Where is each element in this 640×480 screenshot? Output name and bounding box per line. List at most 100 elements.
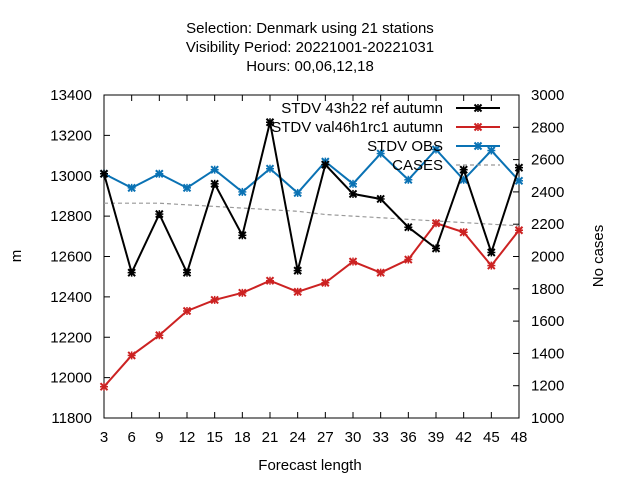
series-val-point: [321, 278, 330, 287]
legend-label: CASES: [392, 157, 443, 174]
series-ref-point: [265, 118, 275, 127]
series-obs-point: [404, 175, 413, 184]
legend-entry: STDV 43h22 ref autumn: [281, 100, 500, 117]
series-ref-point: [155, 209, 164, 219]
y2-tick-label: 2400: [531, 184, 564, 201]
y-tick-label: 13400: [50, 87, 92, 104]
series-obs-point: [210, 165, 219, 174]
series-val-point: [404, 255, 413, 264]
series-val-point: [182, 306, 192, 316]
x-tick-label: 15: [206, 429, 223, 446]
legend-label: STDV val46h1rc1 autumn: [271, 119, 443, 136]
series-obs-point: [238, 187, 247, 197]
series-val-point: [431, 218, 441, 228]
y-tick-label: 13000: [50, 168, 92, 185]
series-ref-point: [210, 179, 219, 189]
x-tick-label: 21: [262, 429, 279, 446]
series-ref-line: [103, 122, 520, 276]
chart-title: Selection: Denmark using 21 stations Vis…: [186, 20, 434, 75]
y2-axis-label: No cases: [590, 225, 607, 288]
y-tick-label: 11800: [51, 410, 92, 427]
series-obs-point: [293, 188, 302, 198]
series-val-point: [514, 226, 524, 235]
y2-tick-label: 2200: [531, 216, 564, 233]
y-tick-label: 12800: [50, 208, 92, 225]
series-val-point: [155, 331, 164, 340]
series-obs-point: [376, 149, 385, 158]
series-obs-point: [487, 146, 496, 155]
y2-tick-label: 1200: [531, 378, 564, 395]
title-line-2: Visibility Period: 20221001-20221031: [186, 39, 434, 56]
series-obs-point: [127, 183, 136, 193]
series-ref-point: [348, 189, 358, 199]
x-tick-label: 12: [179, 429, 196, 446]
series-obs-point: [514, 176, 524, 186]
series-val-point: [293, 287, 302, 297]
series-ref-point: [514, 163, 524, 172]
legend-entry: STDV val46h1rc1 autumn: [271, 119, 500, 136]
x-tick-label: 30: [345, 429, 362, 446]
y-tick-label: 12400: [50, 289, 92, 306]
y2-tick-label: 2800: [531, 119, 564, 136]
plot-frame: [103, 94, 520, 419]
series-val-point: [459, 228, 468, 237]
x-tick-label: 27: [317, 429, 334, 446]
legend: STDV 43h22 ref autumn STDV val46h1rc1 aut…: [271, 100, 500, 174]
series-val-point: [376, 268, 385, 277]
legend-label: STDV OBS: [367, 138, 443, 155]
series-ref-point: [487, 248, 496, 257]
series-ref-point: [293, 266, 302, 275]
x-tick-label: 36: [400, 429, 417, 446]
series-ref-point: [376, 194, 385, 204]
series-obs-point: [431, 145, 441, 154]
series-val-point: [265, 276, 275, 285]
y2-tick-label: 1800: [531, 281, 564, 298]
y2-tick-label: 1000: [531, 410, 564, 427]
x-tick-label: 3: [100, 429, 108, 446]
series-val-point: [210, 295, 219, 305]
series-val-line: [103, 222, 520, 388]
x-tick-label: 6: [127, 429, 135, 446]
series-obs-point: [265, 164, 275, 173]
x-tick-label: 48: [511, 429, 528, 446]
series-ref-point: [404, 223, 413, 232]
legend-marker: [473, 122, 483, 132]
series-val-point: [487, 261, 496, 270]
series-obs-point: [348, 179, 358, 189]
y2-tick-label: 1600: [531, 313, 564, 330]
legend-entry: STDV OBS: [367, 138, 500, 155]
x-tick-label: 33: [372, 429, 389, 446]
series-ref-point: [459, 165, 468, 174]
series-ref-point: [431, 244, 441, 253]
series-val: [99, 218, 524, 391]
y-tick-label: 13200: [50, 127, 92, 144]
x-tick-label: 9: [155, 429, 163, 446]
x-tick-label: 39: [428, 429, 445, 446]
x-tick-label: 24: [289, 429, 306, 446]
series-ref-point: [238, 231, 247, 240]
series-obs-point: [182, 183, 192, 193]
legend-marker: [473, 141, 483, 151]
y2-tick-label: 3000: [531, 87, 564, 104]
legend-label: STDV 43h22 ref autumn: [281, 100, 443, 117]
series-ref-point: [182, 268, 192, 277]
x-tick-label: 45: [483, 429, 500, 446]
series-cases: [104, 202, 520, 227]
y2-tick-label: 2000: [531, 249, 564, 266]
series-ref-point: [99, 169, 109, 178]
series-val-point: [99, 382, 109, 391]
axis-ticks: 3 6 9 12 15 18 21 24 27 30 33 36 39 42 45 4811800120001…: [50, 87, 564, 446]
series-val-point: [127, 351, 136, 360]
series-ref-point: [127, 268, 136, 277]
y-tick-label: 12200: [50, 329, 92, 346]
series-val-point: [348, 257, 358, 266]
series-obs: [99, 145, 524, 198]
legend-marker: [473, 103, 483, 113]
title-line-3: Hours: 00,06,12,18: [246, 58, 374, 75]
legend-entry: CASES: [392, 157, 500, 174]
y2-tick-label: 1400: [531, 345, 564, 362]
series-val-point: [238, 288, 247, 298]
series-obs-point: [155, 169, 164, 178]
series-cases-line: [104, 202, 520, 227]
